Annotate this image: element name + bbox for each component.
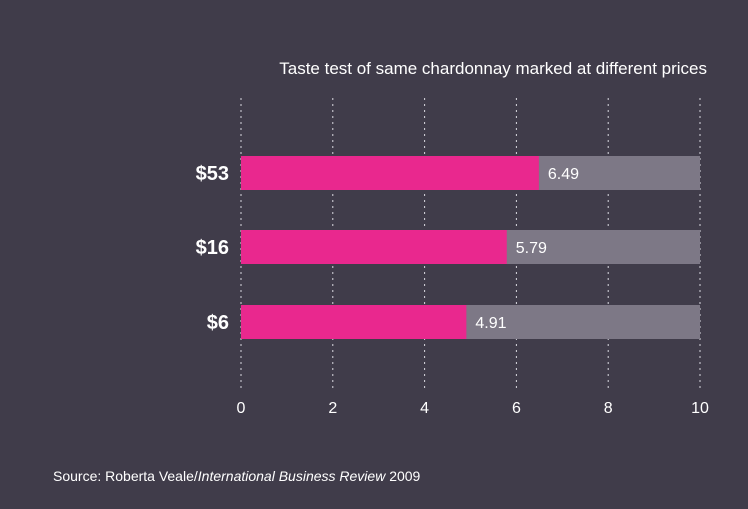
source-prefix: Source: Roberta Veale/ [53, 468, 198, 484]
category-label: $16 [196, 237, 229, 259]
bar [241, 156, 539, 190]
x-tick-label: 0 [237, 400, 246, 417]
labels: $53 6.49 $16 5.79 $6 4.91 [196, 163, 580, 334]
category-label: $53 [196, 163, 229, 185]
data-label: 4.91 [475, 315, 506, 332]
category-label: $6 [207, 312, 229, 334]
chart-title: Taste test of same chardonnay marked at … [279, 59, 707, 78]
bars [241, 156, 700, 339]
x-tick-label: 6 [512, 400, 521, 417]
bar [241, 305, 467, 339]
x-tick-label: 8 [604, 400, 613, 417]
x-tick-label: 10 [691, 400, 709, 417]
x-tick-label: 2 [328, 400, 337, 417]
bar [241, 230, 507, 264]
x-tick-label: 4 [420, 400, 429, 417]
data-label: 5.79 [516, 240, 547, 257]
source-note: Source: Roberta Veale/International Busi… [53, 468, 420, 484]
x-axis-ticks: 0 2 4 6 8 10 [237, 400, 709, 417]
source-journal: International Business Review [197, 468, 386, 484]
data-label: 6.49 [548, 166, 579, 183]
source-suffix: 2009 [385, 468, 421, 484]
